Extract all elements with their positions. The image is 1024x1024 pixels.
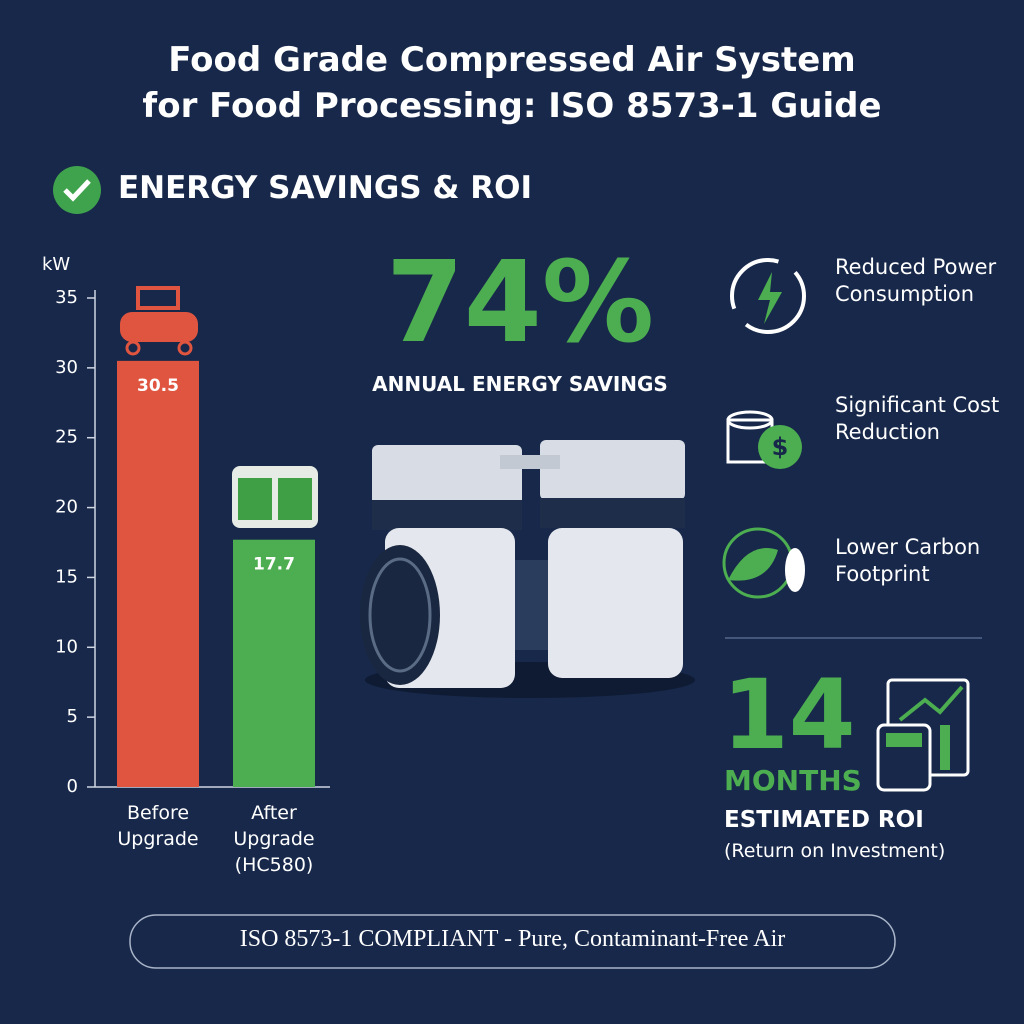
y-tick-label: 30 (55, 357, 78, 378)
y-tick-label: 35 (55, 287, 78, 308)
new-compressor-icon (232, 466, 318, 528)
roi-note: (Return on Investment) (724, 840, 946, 862)
value-label: 17.7 (253, 555, 295, 575)
bar (233, 539, 315, 787)
x-tick-label: Before Upgrade (117, 802, 199, 850)
x-tick-label: After Upgrade (HC580) (233, 802, 315, 876)
roi-label: ESTIMATED ROI (724, 807, 924, 833)
roi-icon (876, 678, 970, 792)
benefit: Lower Carbon Footprint (835, 535, 981, 586)
compressor-illustration (360, 440, 695, 698)
roi-unit: MONTHS (724, 764, 862, 797)
y-tick-label: 0 (67, 776, 78, 797)
y-axis-label: kW (42, 254, 71, 275)
dollar-symbol: $ (772, 433, 789, 461)
old-compressor-icon (120, 286, 198, 356)
carbon-icon (722, 527, 805, 599)
value-label: 30.5 (137, 376, 179, 396)
section-heading: ENERGY SAVINGS & ROI (118, 170, 533, 206)
bar (117, 360, 199, 787)
y-tick-label: 25 (55, 427, 78, 448)
title-line: Food Grade Compressed Air System (168, 40, 856, 80)
savings-value: 74% (385, 238, 655, 368)
title-line: for Food Processing: ISO 8573-1 Guide (142, 86, 882, 126)
footer-pill (129, 914, 896, 969)
savings-label: ANNUAL ENERGY SAVINGS (372, 372, 668, 396)
footer: ISO 8573-1 COMPLIANT - Pure, Contaminant… (239, 926, 786, 952)
y-tick-label: 15 (55, 566, 78, 587)
y-tick-label: 5 (67, 706, 78, 727)
y-tick-label: 10 (55, 636, 78, 657)
benefit: Significant Cost Reduction (835, 393, 1000, 444)
cost-icon: $ (726, 410, 802, 469)
benefit: Reduced Power Consumption (835, 255, 997, 306)
check-icon (53, 166, 101, 214)
power-icon (730, 258, 806, 334)
check-mark (63, 179, 91, 202)
y-tick-label: 20 (55, 497, 78, 518)
roi-value: 14 (722, 659, 856, 771)
